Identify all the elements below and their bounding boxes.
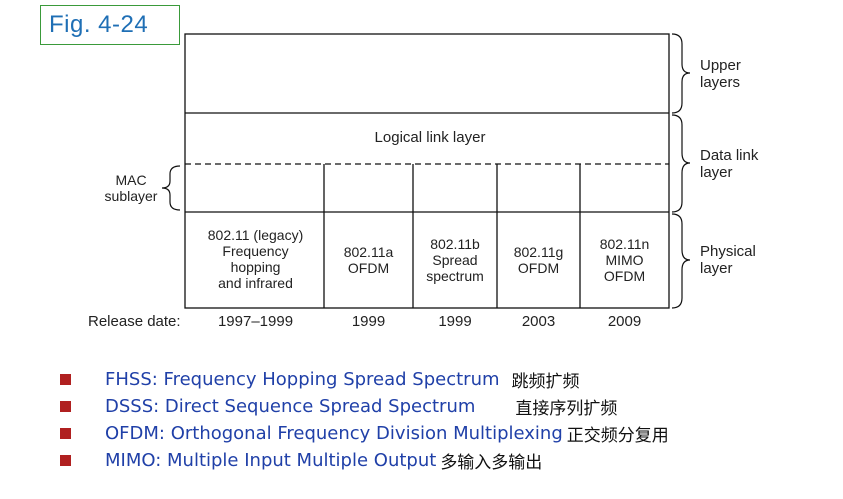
release-date-80211n: 2009 (607, 313, 642, 330)
list-item: DSSS: Direct Sequence Spread Spectrum 直接… (60, 393, 669, 420)
release-date-legacy: 1997–1999 (217, 313, 294, 330)
bullet-square-icon (60, 374, 71, 385)
phy-column-80211g: 802.11g OFDM (513, 244, 564, 276)
upper-brace (671, 33, 691, 114)
release-date-80211a: 1999 (351, 313, 386, 330)
release-date-80211g: 2003 (521, 313, 556, 330)
data-link-brace (671, 114, 691, 213)
bullet-square-icon (60, 401, 71, 412)
phy-column-80211b: 802.11b Spread spectrum (426, 236, 484, 284)
bullet-square-icon (60, 428, 71, 439)
bullet-square-icon (60, 455, 71, 466)
acronym-list: FHSS: Frequency Hopping Spread Spectrum … (60, 366, 669, 474)
figure-label: Fig. 4-24 (40, 5, 180, 45)
phy-column-legacy: 802.11 (legacy) Frequency hopping and in… (207, 227, 304, 291)
upper-layers-label: Upper layers (700, 57, 741, 91)
list-item: FHSS: Frequency Hopping Spread Spectrum … (60, 366, 669, 393)
physical-brace (671, 213, 691, 309)
mac-brace (161, 165, 181, 211)
data-link-layer-label: Data link layer (700, 147, 759, 181)
mac-sublayer-label: MAC sublayer (104, 172, 158, 204)
release-date-80211b: 1999 (438, 313, 472, 330)
diagram-outer-box (184, 33, 670, 309)
list-item: MIMO: Multiple Input Multiple Output 多输入… (60, 447, 669, 474)
list-item: OFDM: Orthogonal Frequency Division Mult… (60, 420, 669, 447)
phy-column-80211n: 802.11n MIMO OFDM (599, 236, 650, 284)
physical-layer-label: Physical layer (700, 243, 756, 277)
logical-link-label: Logical link layer (374, 129, 486, 146)
release-date-label: Release date: (88, 313, 181, 330)
phy-column-80211a: 802.11a OFDM (343, 244, 394, 276)
